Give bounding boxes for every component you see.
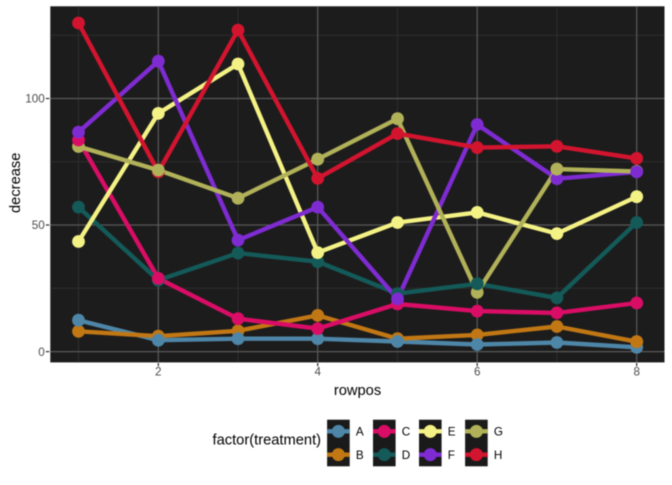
svg-text:H: H bbox=[494, 449, 502, 462]
svg-text:factor(treatment): factor(treatment) bbox=[213, 433, 322, 449]
svg-text:2: 2 bbox=[155, 365, 162, 378]
svg-text:G: G bbox=[494, 426, 503, 439]
svg-text:B: B bbox=[356, 449, 364, 462]
svg-text:0: 0 bbox=[38, 346, 45, 359]
svg-text:A: A bbox=[356, 426, 364, 439]
svg-text:F: F bbox=[448, 449, 455, 462]
svg-text:decrease: decrease bbox=[8, 153, 24, 213]
svg-text:4: 4 bbox=[314, 365, 321, 378]
svg-text:100: 100 bbox=[25, 93, 45, 106]
svg-text:D: D bbox=[402, 449, 410, 462]
svg-text:E: E bbox=[448, 426, 456, 439]
svg-text:6: 6 bbox=[474, 365, 481, 378]
svg-text:50: 50 bbox=[32, 219, 46, 232]
svg-text:rowpos: rowpos bbox=[334, 383, 381, 399]
svg-text:8: 8 bbox=[633, 365, 640, 378]
svg-text:C: C bbox=[402, 426, 410, 439]
